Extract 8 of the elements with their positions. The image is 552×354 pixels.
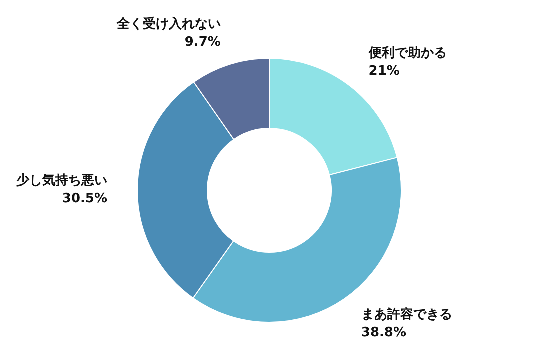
data-label: 38.8% (361, 325, 407, 340)
data-label: 9.7% (184, 35, 221, 50)
slice-label: 全く受け入れない (116, 16, 221, 32)
data-label: 21% (368, 64, 400, 79)
slice-label: 便利で助かる (368, 44, 447, 61)
data-label: 30.5% (62, 191, 108, 206)
slice-label: まあ許容できる (361, 306, 452, 322)
slice-label: 少し気持ち悪い (16, 173, 108, 188)
